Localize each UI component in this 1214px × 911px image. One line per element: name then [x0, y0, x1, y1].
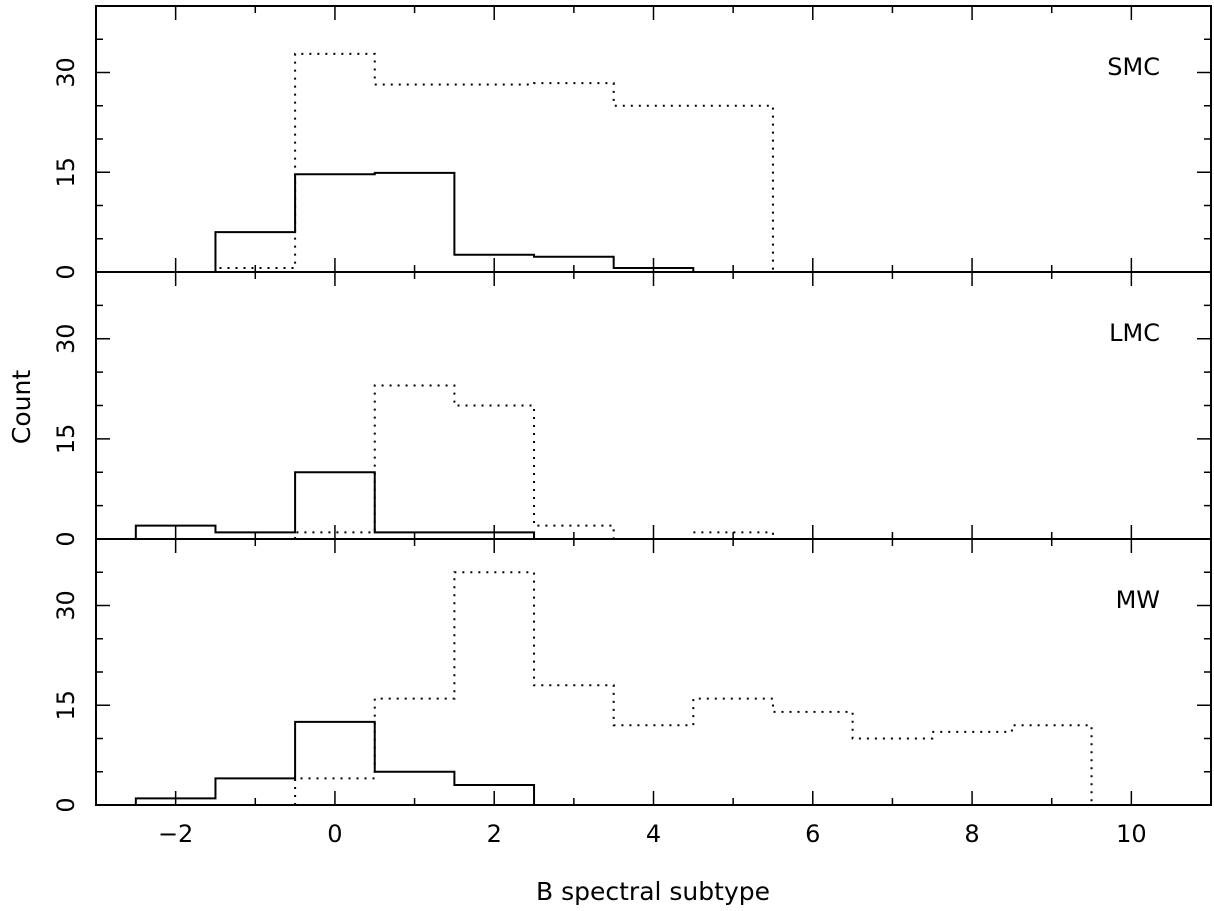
series-mw-dotted — [294, 571, 1093, 805]
x-tick-label: 2 — [487, 820, 502, 848]
y-tick-label: 30 — [52, 323, 80, 354]
x-axis-label: B spectral subtype — [536, 877, 770, 906]
y-tick-label: 15 — [52, 690, 80, 721]
series-smc-solid — [135, 171, 695, 273]
panel-label-mw: MW — [1116, 586, 1160, 614]
panel-frame — [95, 271, 1212, 540]
x-tick-label: 6 — [805, 820, 820, 848]
y-tick-label: 0 — [52, 797, 80, 812]
y-axis-label: Count — [7, 370, 36, 444]
y-tick-label: 15 — [52, 157, 80, 188]
y-tick-label: 15 — [52, 424, 80, 455]
panel-label-lmc: LMC — [1109, 319, 1160, 347]
series-smc-dotted — [214, 52, 774, 272]
x-tick-label: 4 — [646, 820, 661, 848]
y-tick-label: 30 — [52, 590, 80, 621]
panel-frame — [95, 538, 1212, 806]
series-lmc-dotted — [294, 384, 774, 540]
panel-lmc: 0 15 30 LMC — [52, 271, 1212, 547]
x-tick-label: 8 — [964, 820, 979, 848]
panel-mw: 0 15 30 −2 0 2 4 6 8 10 MW — [52, 538, 1212, 848]
y-tick-label: 30 — [52, 57, 80, 88]
panel-label-smc: SMC — [1107, 53, 1160, 81]
x-tick-label: 0 — [327, 820, 342, 848]
panels: 0 15 30 SMC 0 15 30 LMC 0 15 30 −2 0 2 4 6 8 10 MW — [52, 5, 1212, 848]
y-tick-label: 0 — [52, 531, 80, 546]
y-tick-label: 0 — [52, 264, 80, 279]
x-tick-label: −2 — [158, 820, 193, 848]
x-tick-label: 10 — [1116, 820, 1147, 848]
series-mw-solid — [134, 720, 536, 805]
series-lmc-solid — [134, 471, 536, 539]
panel-smc: 0 15 30 SMC — [52, 5, 1212, 280]
